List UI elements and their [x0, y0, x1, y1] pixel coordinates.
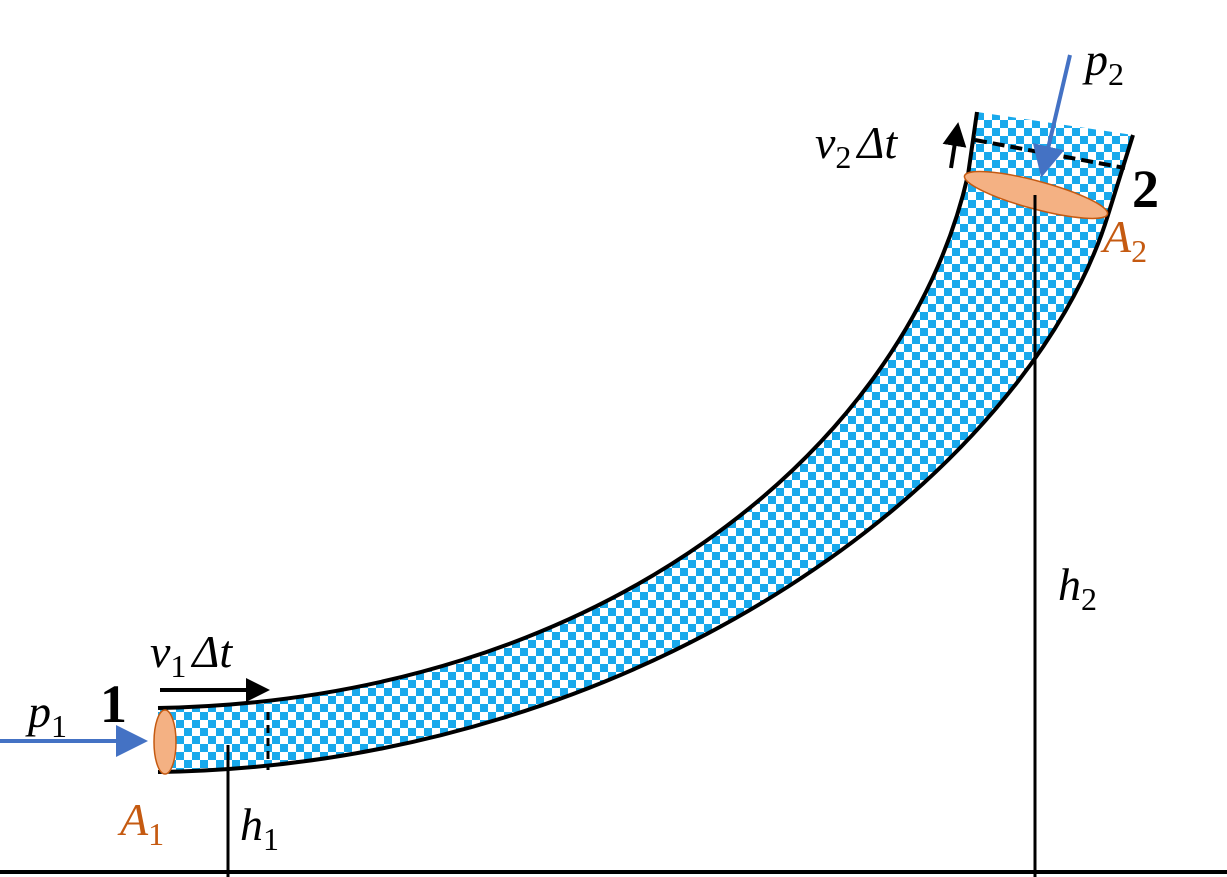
symbol: h	[1058, 559, 1081, 610]
pressure-arrow	[1032, 54, 1072, 178]
point-number: 2	[1132, 159, 1159, 219]
symbol: A	[1100, 211, 1132, 262]
symbol-label: v2 Δt	[815, 117, 898, 175]
subscript: 1	[170, 648, 186, 684]
symbol-label: h2	[1058, 559, 1097, 617]
point-number: 1	[100, 674, 127, 734]
subscript: 1	[51, 708, 67, 744]
suffix: Δt	[190, 626, 233, 677]
velocity-arrow	[942, 122, 967, 169]
symbol: v	[150, 626, 171, 677]
symbol: p	[25, 686, 51, 737]
symbol: p	[1082, 34, 1108, 85]
symbol-label: A1	[117, 794, 164, 852]
symbol-label: v1 Δt	[150, 626, 233, 684]
symbol-label: A2	[1100, 211, 1147, 269]
subscript: 2	[1131, 233, 1147, 269]
subscript: 1	[148, 816, 164, 852]
symbol-label: p2	[1082, 34, 1124, 92]
subscript: 1	[263, 821, 279, 857]
symbol: h	[240, 799, 263, 850]
subscript: 2	[835, 139, 851, 175]
subscript: 2	[1081, 581, 1097, 617]
pipe	[157, 111, 1135, 774]
symbol-label: h1	[240, 799, 279, 857]
subscript: 2	[1108, 56, 1124, 92]
suffix: Δt	[855, 117, 898, 168]
symbol: A	[117, 794, 149, 845]
cross-section	[153, 709, 177, 775]
symbol-label: p1	[25, 686, 67, 744]
symbol: v	[815, 117, 836, 168]
